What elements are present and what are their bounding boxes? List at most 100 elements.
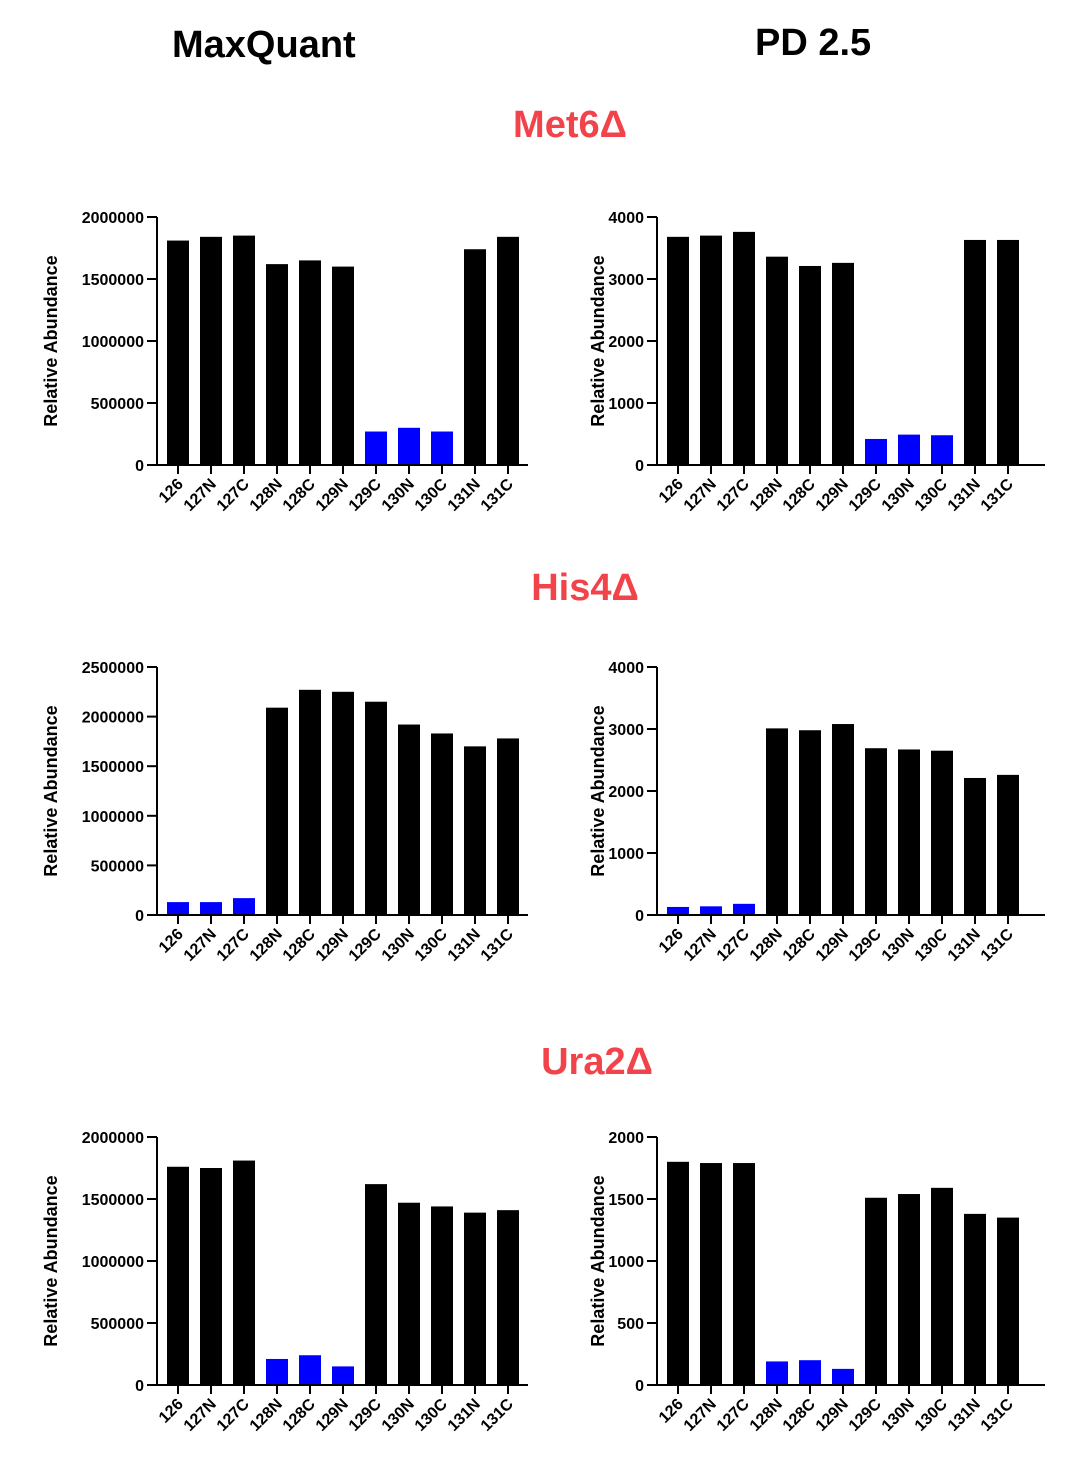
x-tick-label: 129C [846,1395,885,1434]
bar-126 [167,902,189,915]
x-tick-label: 127C [714,475,753,514]
bar-128C [799,730,821,915]
x-tick-label: 129N [313,476,352,515]
x-tick-label: 128C [280,1395,319,1434]
x-tick-label: 131C [978,925,1017,964]
x-tick-label: 127N [681,926,720,965]
y-axis-label: Relative Abundance [41,705,61,876]
y-tick-label: 2000000 [82,710,144,727]
maxquant-column-title: MaxQuant [172,24,356,66]
y-tick-label: 500000 [91,858,144,875]
pd-column-title: PD 2.5 [755,22,872,64]
y-tick-label: 0 [635,458,644,475]
bar-131N [464,746,486,915]
y-tick-label: 3000 [608,272,644,289]
y-tick-label: 0 [635,908,644,925]
bar-127C [733,1163,755,1385]
bar-126 [667,1161,689,1385]
x-tick-label: 128N [247,1396,286,1435]
bar-127N [700,906,722,915]
x-tick-label: 128C [280,925,319,964]
bar-127N [700,1163,722,1385]
bar-129N [832,1368,854,1385]
y-tick-label: 1000 [608,396,644,413]
y-axis-label: Relative Abundance [41,1175,61,1346]
x-tick-label: 127C [714,925,753,964]
y-tick-label: 0 [135,908,144,925]
bar-129C [865,438,887,465]
y-tick-label: 2000000 [82,210,144,227]
x-tick-label: 130N [879,1396,918,1435]
x-tick-label: 130C [912,1395,951,1434]
x-tick-label: 131C [978,1395,1017,1434]
y-axis-label: Relative Abundance [588,255,608,426]
bar-130C [931,1187,953,1385]
bar-130N [898,749,920,915]
x-tick-label: 128C [780,925,819,964]
bar-128N [266,1358,288,1385]
bar-127N [700,235,722,465]
bar-129C [365,431,387,465]
bar-131C [997,774,1019,915]
bar-130C [431,733,453,915]
y-tick-label: 500 [617,1316,644,1333]
bar-130N [398,427,420,465]
y-tick-label: 4000 [608,660,644,677]
bar-127C [233,235,255,465]
bar-131C [997,1217,1019,1385]
bar-129N [832,724,854,915]
ura2-row-title: Ura2Δ [541,1041,653,1083]
bar-126 [167,240,189,465]
y-tick-label: 1500000 [82,759,144,776]
y-tick-label: 1000 [608,1254,644,1271]
x-tick-label: 128N [747,926,786,965]
bar-128C [299,1355,321,1385]
bar-129N [332,1366,354,1385]
x-tick-label: 127C [214,925,253,964]
bar-129N [332,266,354,465]
bar-130C [431,431,453,465]
bar-126 [167,1166,189,1385]
bar-127C [733,903,755,915]
y-tick-label: 2000 [608,1130,644,1147]
x-tick-label: 129N [813,926,852,965]
y-tick-label: 1000000 [82,334,144,351]
bar-128N [766,728,788,915]
y-tick-label: 2000 [608,784,644,801]
x-tick-label: 129N [313,1396,352,1435]
bar-127C [733,231,755,465]
x-tick-label: 128C [780,1395,819,1434]
x-tick-label: 129C [346,925,385,964]
bar-128C [299,260,321,465]
x-tick-label: 129C [846,475,885,514]
x-tick-label: 131N [945,476,984,515]
y-tick-label: 500000 [91,1316,144,1333]
bar-131C [497,738,519,915]
x-tick-label: 129C [346,1395,385,1434]
bar-130C [931,435,953,465]
x-tick-label: 128N [747,1396,786,1435]
bar-128N [266,264,288,465]
x-tick-label: 127C [214,475,253,514]
bar-128N [766,1361,788,1385]
x-tick-label: 131C [478,1395,517,1434]
bar-131N [964,777,986,915]
x-tick-label: 127N [681,1396,720,1435]
bar-129C [365,701,387,915]
bar-126 [667,906,689,915]
y-axis-label: Relative Abundance [41,255,61,426]
x-tick-label: 128N [247,926,286,965]
x-tick-label: 129N [313,926,352,965]
bar-131C [997,239,1019,465]
x-tick-label: 130N [879,476,918,515]
met6-row-title: Met6Δ [513,104,627,146]
x-tick-label: 127C [214,1395,253,1434]
x-tick-label: 131C [478,475,517,514]
bar-131N [464,1212,486,1385]
x-tick-label: 129N [813,1396,852,1435]
bar-129C [865,1197,887,1385]
x-tick-label: 130C [412,925,451,964]
bar-130N [398,1202,420,1385]
bar-130C [931,750,953,915]
bar-131N [964,1213,986,1385]
